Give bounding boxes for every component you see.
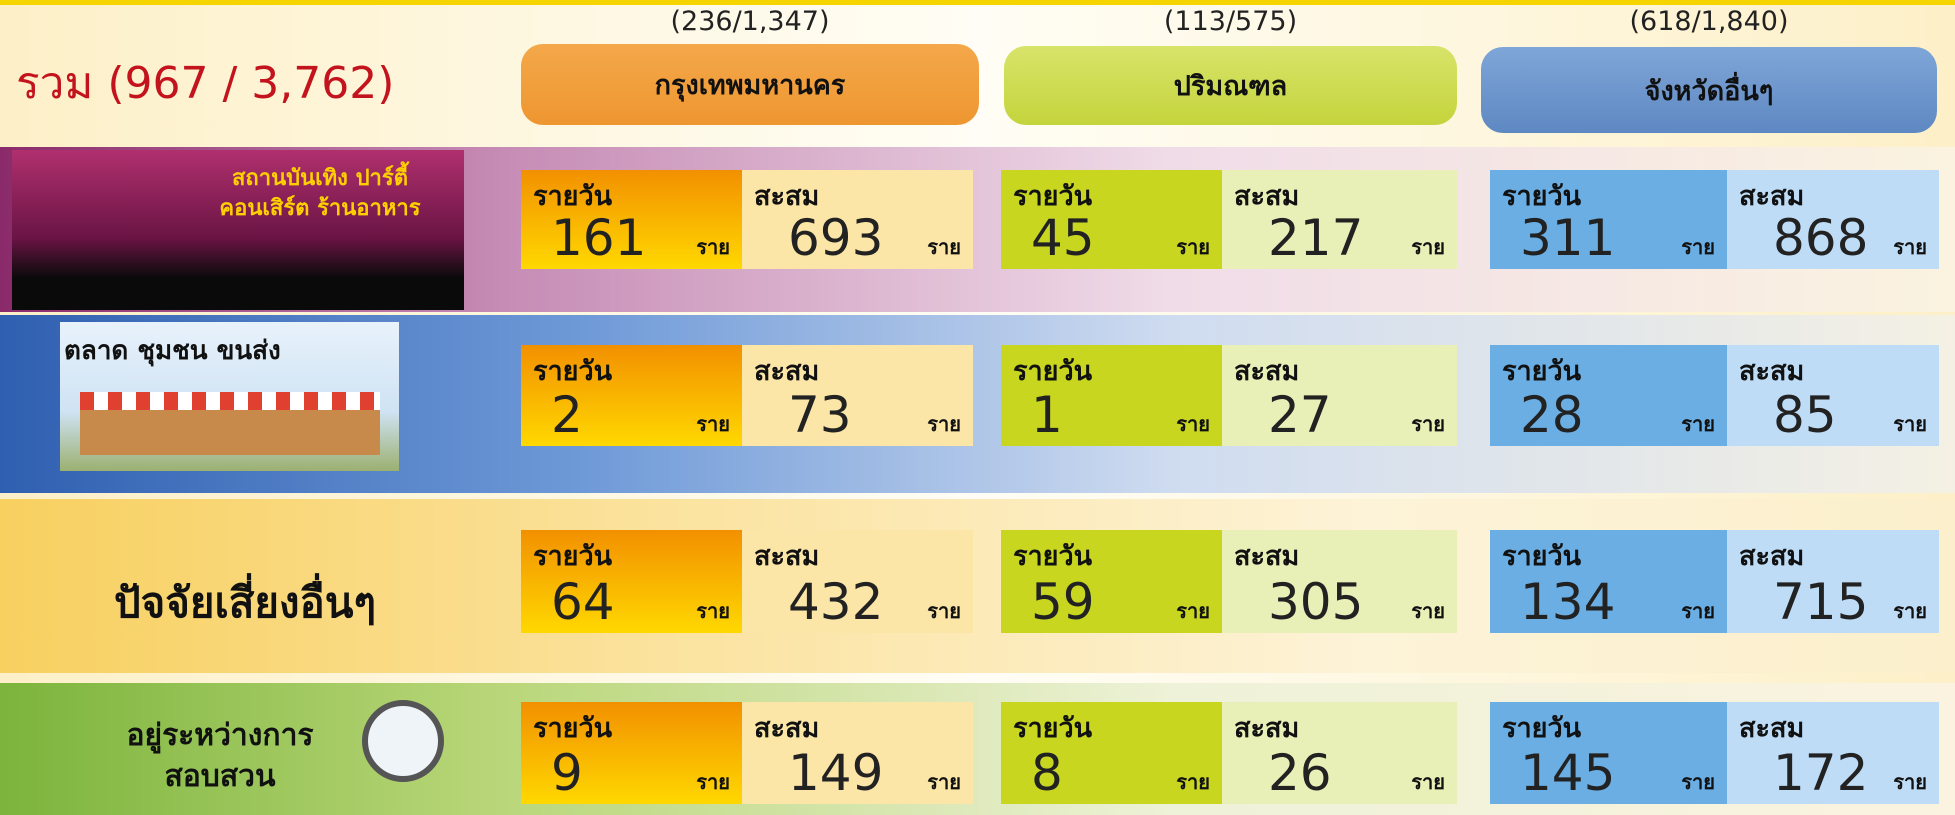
cell-label: รายวัน: [533, 534, 612, 577]
cell-value: 85: [1773, 386, 1837, 444]
cell-label: รายวัน: [533, 706, 612, 749]
cell-value: 64: [551, 573, 615, 631]
region-count: (618/1,840): [1481, 6, 1937, 37]
cell-value: 1: [1031, 386, 1063, 444]
cell-value: 8: [1031, 744, 1063, 802]
row-label: ตลาด ชุมชน ขนส่ง: [64, 330, 284, 371]
row-label: ปัจจัยเสี่ยงอื่นๆ: [60, 570, 430, 636]
cell-value: 149: [788, 744, 883, 802]
cell-label: สะสม: [1739, 534, 1804, 577]
cell-value: 9: [551, 744, 583, 802]
region-count: (236/1,347): [521, 6, 979, 37]
cell-value: 145: [1520, 744, 1615, 802]
cell-unit: ราย: [927, 231, 961, 263]
cell-unit: ราย: [927, 408, 961, 440]
infographic: รวม (967 / 3,762) (236/1,347) กรุงเทพมหาน…: [0, 0, 1955, 815]
cell-unit: ราย: [1176, 595, 1210, 627]
cell-value: 27: [1268, 386, 1332, 444]
cell-value: 73: [788, 386, 852, 444]
cell-value: 2: [551, 386, 583, 444]
cell-value: 134: [1520, 573, 1615, 631]
region-header: จังหวัดอื่นๆ: [1481, 47, 1937, 133]
cell-unit: ราย: [1411, 766, 1445, 798]
cell-value: 172: [1773, 744, 1868, 802]
top-bar: [0, 0, 1955, 5]
cell-unit: ราย: [696, 408, 730, 440]
total-title: รวม (967 / 3,762): [16, 48, 394, 118]
cell-value: 305: [1268, 573, 1363, 631]
cell-value: 28: [1520, 386, 1584, 444]
row-label: คอนเสิร์ต ร้านอาหาร: [160, 190, 480, 225]
daily-cell: รายวัน1ราย: [1001, 345, 1222, 446]
cell-unit: ราย: [1176, 766, 1210, 798]
cell-unit: ราย: [1893, 766, 1927, 798]
cell-unit: ราย: [927, 595, 961, 627]
cell-unit: ราย: [696, 595, 730, 627]
cell-unit: ราย: [1681, 595, 1715, 627]
cell-label: สะสม: [754, 534, 819, 577]
cell-unit: ราย: [1176, 231, 1210, 263]
cell-unit: ราย: [1893, 595, 1927, 627]
row-label: สอบสวน: [60, 753, 380, 800]
cell-unit: ราย: [1681, 231, 1715, 263]
cell-unit: ราย: [696, 231, 730, 263]
cell-unit: ราย: [1893, 231, 1927, 263]
cell-unit: ราย: [1411, 231, 1445, 263]
region-header: ปริมณฑล: [1004, 46, 1457, 125]
cell-value: 432: [788, 573, 883, 631]
cell-value: 715: [1773, 573, 1868, 631]
cell-label: สะสม: [1234, 534, 1299, 577]
cell-value: 311: [1520, 209, 1615, 267]
cell-value: 693: [788, 209, 883, 267]
cell-label: รายวัน: [1502, 706, 1581, 749]
cell-value: 26: [1268, 744, 1332, 802]
cell-value: 217: [1268, 209, 1363, 267]
cell-label: รายวัน: [1013, 534, 1092, 577]
cell-value: 59: [1031, 573, 1095, 631]
market-stall: [80, 392, 380, 410]
cell-label: สะสม: [754, 706, 819, 749]
cell-value: 868: [1773, 209, 1868, 267]
cell-label: สะสม: [1234, 706, 1299, 749]
cell-label: สะสม: [1739, 706, 1804, 749]
cell-value: 161: [551, 209, 646, 267]
cell-label: รายวัน: [1502, 534, 1581, 577]
market-counter: [80, 410, 380, 455]
cell-unit: ราย: [1681, 408, 1715, 440]
cell-unit: ราย: [696, 766, 730, 798]
cell-unit: ราย: [1176, 408, 1210, 440]
region-count: (113/575): [1004, 6, 1457, 37]
daily-cell: รายวัน64 ราย: [521, 530, 742, 633]
cell-unit: ราย: [927, 766, 961, 798]
cell-label: รายวัน: [1013, 706, 1092, 749]
cell-unit: ราย: [1681, 766, 1715, 798]
cell-unit: ราย: [1411, 408, 1445, 440]
cell-unit: ราย: [1893, 408, 1927, 440]
cell-unit: ราย: [1411, 595, 1445, 627]
cell-value: 45: [1031, 209, 1095, 267]
region-header: กรุงเทพมหานคร: [521, 44, 979, 125]
